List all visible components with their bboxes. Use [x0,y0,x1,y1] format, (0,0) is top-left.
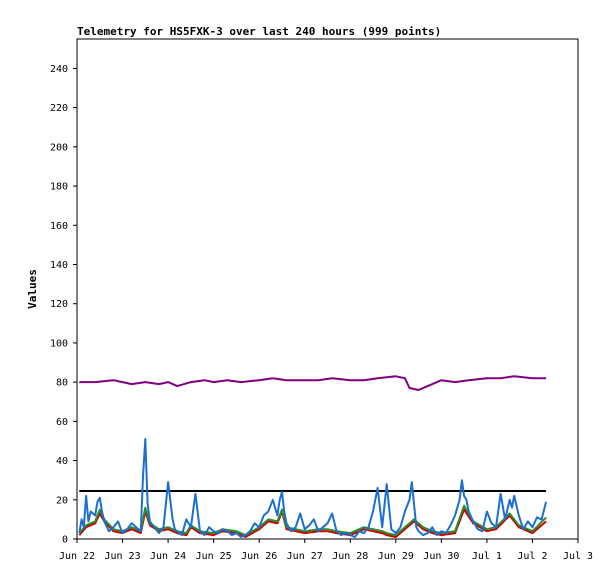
y-tick-label: 100 [50,338,68,349]
x-tick-label: Jul 3 [563,551,593,562]
y-tick-label: 120 [50,299,68,310]
y-tick-label: 60 [56,417,68,428]
series-layer [78,375,548,538]
x-tick-label: Jun 24 [150,551,186,562]
y-tick-label: 220 [50,103,68,114]
y-tick-label: 160 [50,221,68,232]
y-tick-label: 180 [50,182,68,193]
x-tick-label: Jun 22 [59,551,95,562]
y-axis: 0 20 40 60 80 100 120 140 160 180 200 220 240 [50,64,77,546]
x-tick-label: Jun 30 [423,551,459,562]
y-tick-label: 40 [56,456,68,467]
y-tick-label: 200 [50,142,68,153]
y-tick-label: 140 [50,260,68,271]
x-tick-label: Jun 27 [287,551,323,562]
x-tick-label: Jun 25 [196,551,232,562]
chart-title: Telemetry for HS5FXK-3 over last 240 hou… [77,25,441,38]
x-tick-label: Jul 2 [517,551,547,562]
x-tick-label: Jun 26 [241,551,277,562]
y-tick-label: 80 [56,378,68,389]
series-line-4 [78,438,548,538]
x-tick-label: Jul 1 [472,551,502,562]
x-tick-label: Jun 28 [332,551,368,562]
x-tick-label: Jun 23 [104,551,140,562]
y-tick-label: 20 [56,495,68,506]
y-tick-label: 240 [50,64,68,75]
x-axis: Jun 22 Jun 23 Jun 24 Jun 25 Jun 26 Jun 27 Jun … [59,539,593,562]
x-tick-label: Jun 29 [378,551,414,562]
series-line-0 [79,375,547,391]
y-tick-label: 0 [62,535,68,546]
y-axis-label: Values [26,269,39,309]
plot-frame [76,38,579,540]
